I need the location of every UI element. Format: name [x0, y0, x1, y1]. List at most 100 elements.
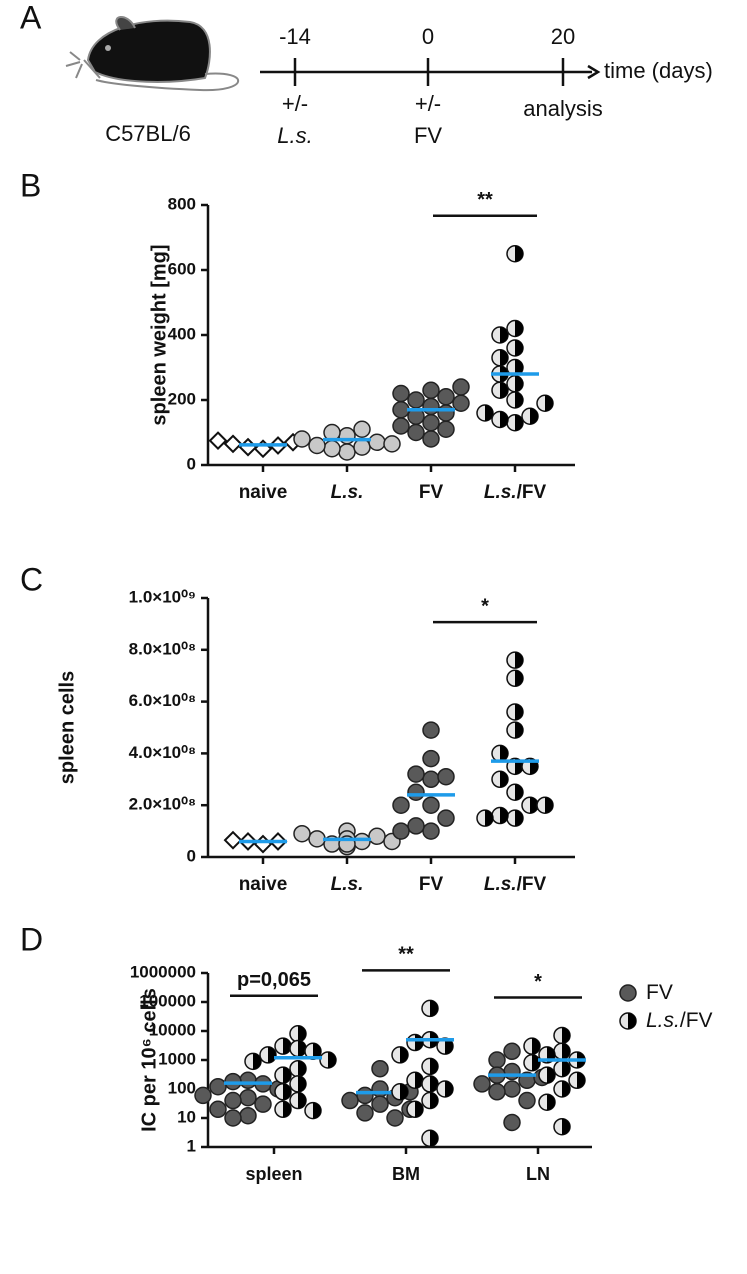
legend-label-part: /FV — [680, 1009, 713, 1032]
point-right-half — [430, 1092, 438, 1109]
point — [553, 1042, 571, 1061]
point — [289, 1059, 307, 1078]
point-right-half — [500, 327, 508, 343]
point — [488, 1083, 506, 1101]
point — [289, 1075, 307, 1093]
point-right-half — [400, 1046, 408, 1063]
point — [304, 1042, 322, 1061]
x-tick-label-part: /FV — [517, 482, 547, 503]
y-tick-label: 100000 — [139, 991, 196, 1010]
point — [538, 1066, 556, 1084]
point — [392, 401, 410, 419]
point — [353, 420, 371, 438]
y-axis-label: IC per 10⁶ cells — [138, 988, 160, 1132]
point — [274, 1083, 292, 1101]
x-tick-label-part: L.s. — [331, 482, 364, 503]
point-right-half — [545, 797, 553, 814]
point — [392, 417, 410, 435]
treatment-label: FV — [414, 123, 442, 148]
point — [368, 433, 386, 451]
treatment-label: +/- — [282, 91, 308, 116]
point-right-half — [515, 414, 523, 431]
point-right-half — [515, 810, 523, 827]
y-tick-label: 10 — [177, 1107, 196, 1126]
point — [421, 1129, 439, 1148]
point-right-half — [445, 1038, 453, 1055]
point — [239, 1088, 257, 1107]
x-tick-label-part: L.s. — [331, 874, 364, 895]
point-right-half — [298, 1075, 306, 1092]
x-tick-label-part: /FV — [517, 874, 547, 895]
treatment-label: analysis — [523, 96, 602, 121]
point — [521, 796, 539, 814]
y-axis-label: spleen weight [mg] — [148, 244, 170, 425]
point — [304, 1101, 322, 1120]
point — [491, 744, 509, 763]
point — [406, 1100, 424, 1119]
legend-marker — [619, 1012, 637, 1030]
point — [491, 326, 509, 344]
point — [422, 770, 440, 789]
point-right-half — [283, 1038, 291, 1055]
point-right-half — [545, 395, 553, 412]
point — [491, 381, 509, 399]
point — [437, 404, 455, 422]
point — [503, 1062, 521, 1081]
point-right-half — [283, 1101, 291, 1118]
point — [503, 1042, 521, 1061]
point — [503, 1080, 521, 1098]
point — [506, 375, 524, 393]
point — [553, 1059, 571, 1078]
point — [506, 669, 524, 688]
significance-label: ** — [398, 944, 414, 966]
panel-letter: A — [20, 0, 42, 35]
point — [238, 437, 258, 457]
y-tick-label: 1000 — [158, 1049, 196, 1068]
point-right-half — [298, 1060, 306, 1077]
point — [253, 834, 273, 854]
timeline-axis-label: time (days) — [604, 58, 713, 83]
point — [308, 436, 326, 455]
point — [392, 796, 410, 814]
point-right-half — [547, 1067, 555, 1084]
point — [476, 404, 494, 422]
y-tick-label: 100 — [168, 1078, 196, 1097]
point-right-half — [313, 1102, 321, 1119]
x-tick-label: naive — [239, 482, 288, 503]
point-right-half — [562, 1060, 570, 1077]
point — [274, 1066, 292, 1084]
point — [356, 1104, 374, 1122]
legend-marker — [619, 984, 637, 1002]
significance-label: ** — [477, 189, 493, 211]
point — [422, 721, 440, 739]
point — [491, 410, 509, 429]
x-tick-label-part: FV — [419, 874, 444, 895]
y-tick-label: 10000 — [149, 1020, 196, 1039]
point-right-half — [430, 1130, 438, 1147]
point-right-half — [485, 405, 493, 421]
point-right-half — [577, 1072, 585, 1089]
point — [353, 832, 371, 851]
point — [422, 749, 440, 768]
point-right-half — [562, 1027, 570, 1044]
point — [371, 1095, 389, 1113]
point — [506, 721, 524, 739]
point-right-half — [415, 1101, 423, 1118]
point — [353, 438, 371, 456]
point-right-half — [268, 1046, 276, 1063]
point — [392, 822, 410, 840]
y-tick-label: 8.0×10⁰⁸ — [129, 639, 196, 658]
point — [506, 783, 524, 801]
point-right-half — [500, 411, 508, 428]
point — [224, 1091, 242, 1110]
point — [194, 1086, 212, 1105]
x-tick-label: L.s. — [331, 482, 364, 503]
point-right-half — [500, 771, 508, 788]
point — [356, 1086, 374, 1105]
point-right-half — [515, 375, 523, 392]
panel-letter: D — [20, 921, 43, 957]
point-right-half — [500, 349, 508, 366]
point — [293, 430, 311, 448]
point-right-half — [530, 408, 538, 425]
